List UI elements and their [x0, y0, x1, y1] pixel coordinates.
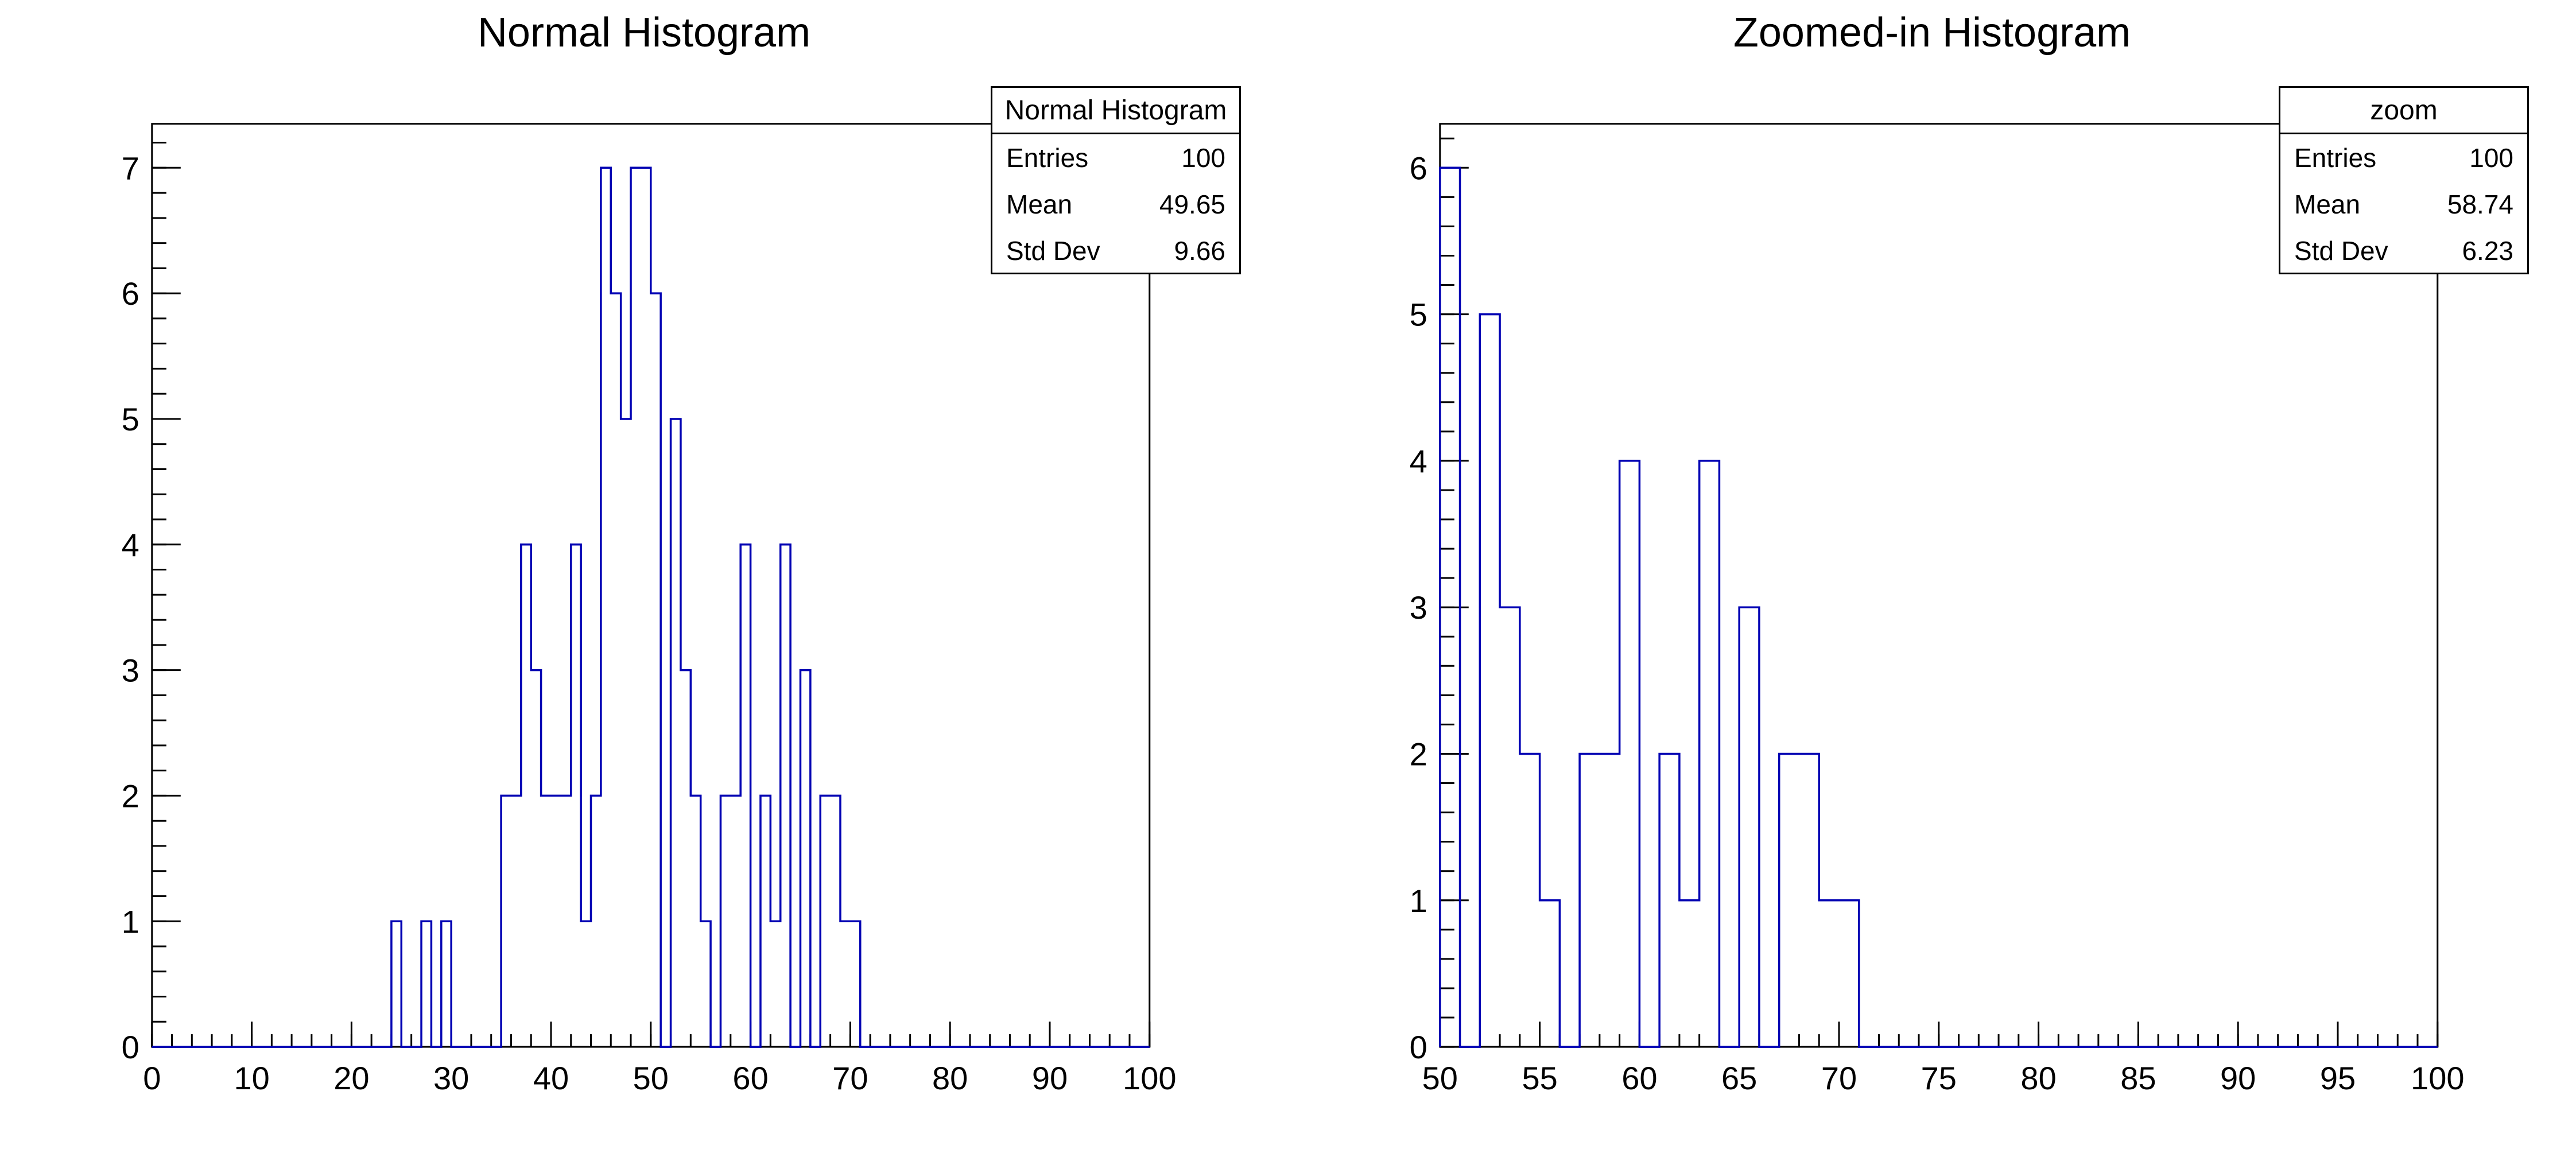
y-axis: 0 1 2 3 4 5 6 — [1410, 137, 1469, 1065]
y-tick-label: 2 — [122, 778, 139, 814]
x-tick-label: 75 — [1921, 1060, 1957, 1096]
y-tick-label: 4 — [122, 527, 139, 563]
histogram-outline — [1439, 166, 2438, 1048]
x-tick-label: 65 — [1721, 1060, 1757, 1096]
y-tick-label: 5 — [1410, 297, 1427, 333]
x-tick-label: 40 — [533, 1060, 569, 1096]
x-tick-label: 10 — [234, 1060, 269, 1096]
x-tick-label: 60 — [732, 1060, 768, 1096]
x-axis: 0 10 20 30 40 50 60 70 80 90 100 — [143, 1022, 1176, 1096]
stats-value: 9.66 — [1174, 236, 1225, 266]
stats-box-left: Normal Histogram Entries 100 Mean 49.65 … — [991, 86, 1241, 274]
stats-box-right: zoom Entries 100 Mean 58.74 Std Dev 6.23 — [2279, 86, 2529, 274]
histogram-outline — [152, 166, 1150, 1048]
x-tick-label: 90 — [2220, 1060, 2256, 1096]
x-tick-label: 60 — [1621, 1060, 1657, 1096]
x-tick-label: 100 — [2411, 1060, 2464, 1096]
stats-box-title: Normal Histogram — [992, 88, 1239, 134]
x-tick-label: 30 — [433, 1060, 469, 1096]
stats-box-title: zoom — [2280, 88, 2527, 134]
stats-value: 49.65 — [1159, 189, 1225, 219]
plot-title-left: Normal Histogram — [477, 10, 811, 56]
stats-row-entries: Entries 100 — [2294, 142, 2513, 173]
stats-label: Mean — [2294, 189, 2361, 219]
y-tick-label: 1 — [122, 903, 139, 939]
stats-row-mean: Mean 58.74 — [2294, 189, 2513, 220]
y-tick-label: 4 — [1410, 443, 1427, 479]
y-tick-label: 3 — [1410, 589, 1427, 626]
stats-row-stddev: Std Dev 9.66 — [1006, 235, 1225, 266]
x-tick-label: 100 — [1123, 1060, 1176, 1096]
x-tick-label: 20 — [333, 1060, 369, 1096]
stats-value: 6.23 — [2462, 236, 2513, 266]
x-tick-label: 80 — [932, 1060, 968, 1096]
x-tick-label: 95 — [2320, 1060, 2356, 1096]
y-tick-label: 0 — [122, 1029, 139, 1065]
x-tick-label: 80 — [2020, 1060, 2056, 1096]
stats-label: Std Dev — [1006, 236, 1100, 266]
stats-value: 58.74 — [2447, 189, 2513, 219]
stats-row-entries: Entries 100 — [1006, 142, 1225, 173]
y-tick-label: 6 — [122, 275, 139, 312]
y-tick-label: 6 — [1410, 150, 1427, 186]
x-tick-label: 85 — [2120, 1060, 2156, 1096]
stats-value: 100 — [1181, 142, 1225, 173]
histogram-pad-0: 0 10 20 30 40 50 60 70 80 90 100 0 1 2 3 4 5 6 7 — [122, 123, 1176, 1096]
stats-rows: Entries 100 Mean 58.74 Std Dev 6.23 — [2280, 134, 2527, 274]
plot-title-right: Zoomed-in Histogram — [1733, 10, 2131, 56]
y-tick-label: 1 — [1410, 883, 1427, 919]
y-tick-label: 3 — [122, 653, 139, 689]
x-tick-label: 50 — [633, 1060, 669, 1096]
stats-row-mean: Mean 49.65 — [1006, 189, 1225, 220]
y-tick-label: 5 — [122, 401, 139, 437]
stats-label: Mean — [1006, 189, 1073, 219]
x-tick-label: 0 — [143, 1060, 161, 1096]
histogram-pad-1: 50 55 60 65 70 75 80 85 90 95 100 0 1 2 3 4 5 6 — [1410, 123, 2464, 1096]
x-tick-label: 90 — [1032, 1060, 1068, 1096]
x-tick-label: 70 — [832, 1060, 868, 1096]
stats-label: Std Dev — [2294, 236, 2388, 266]
stats-label: Entries — [1006, 142, 1089, 173]
stats-row-stddev: Std Dev 6.23 — [2294, 235, 2513, 266]
y-tick-label: 0 — [1410, 1029, 1427, 1065]
x-tick-label: 55 — [1522, 1060, 1557, 1096]
stats-value: 100 — [2469, 142, 2513, 173]
stats-rows: Entries 100 Mean 49.65 Std Dev 9.66 — [992, 134, 1239, 274]
x-tick-label: 70 — [1821, 1060, 1857, 1096]
y-tick-label: 7 — [122, 150, 139, 186]
y-axis: 0 1 2 3 4 5 6 7 — [122, 142, 181, 1065]
y-tick-label: 2 — [1410, 736, 1427, 772]
x-tick-label: 50 — [1422, 1060, 1458, 1096]
stats-label: Entries — [2294, 142, 2377, 173]
x-axis: 50 55 60 65 70 75 80 85 90 95 100 — [1422, 1022, 2464, 1096]
